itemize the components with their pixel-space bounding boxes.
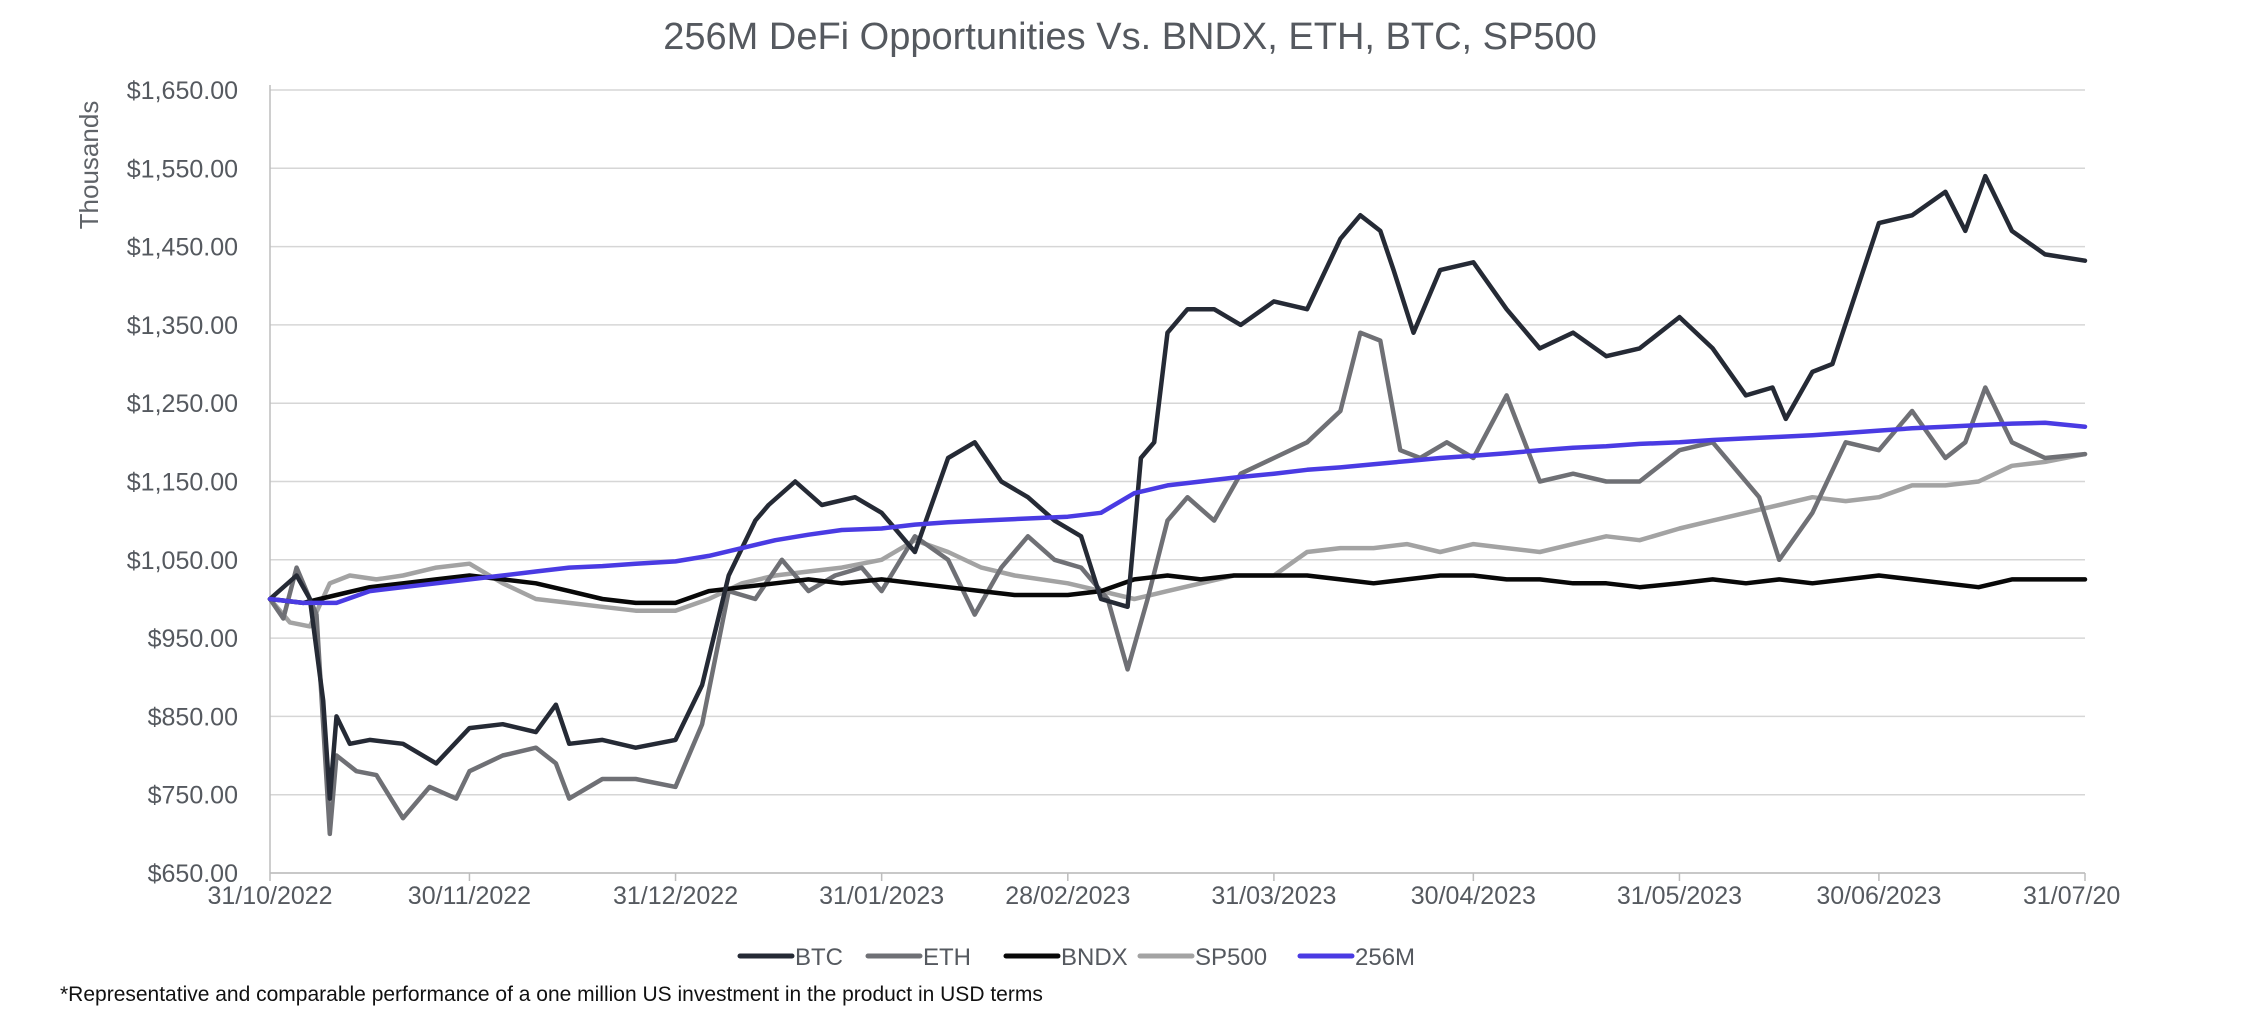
x-tick-label: 30/11/2022 [408,882,531,910]
legend: BTC ETH BNDX SP500 256M [737,944,1415,971]
x-tick-label: 30/06/2023 [1816,882,1941,910]
series-line-eth [267,330,2088,837]
legend-label-eth: ETH [923,944,971,971]
y-tick-label: $1,450.00 [127,234,238,262]
series-line-btc [267,173,2088,801]
legend-label-bndx: BNDX [1061,944,1128,971]
y-tick-label: $850.00 [148,703,238,731]
x-tick-label: 31/10/2022 [207,882,332,910]
y-tick-label: $1,650.00 [127,77,238,105]
x-tick-label: 31/05/2023 [1617,882,1742,910]
y-tick-label: $1,050.00 [127,547,238,575]
series-line-bndx [267,573,2088,606]
series-line-256m [267,420,2088,606]
y-axis-ticks: $1,650.00 $1,550.00 $1,450.00 $1,350.00 $1,2… [127,77,238,888]
x-tick-label: 28/02/2023 [1005,882,1130,910]
x-tick-label: 31/03/2023 [1211,882,1336,910]
legend-label-256m: 256M [1355,944,1415,971]
y-tick-label: $750.00 [148,782,238,810]
x-axis: 31/10/2022 30/11/2022 31/12/2022 31/01/2023… [207,85,2120,910]
series-lines [267,173,2088,837]
gridlines [270,89,2085,874]
x-tick-label: 30/04/2023 [1411,882,1536,910]
y-tick-label: $1,550.00 [127,155,238,183]
y-tick-label: $1,250.00 [127,390,238,418]
x-tick-label: 31/07/20 [2023,882,2120,910]
chart-title: 256M DeFi Opportunities Vs. BNDX, ETH, B… [663,16,1596,58]
y-tick-label: $650.00 [148,860,238,888]
footnote: *Representative and comparable performan… [60,983,1043,1006]
x-tick-label: 31/12/2022 [613,882,738,910]
legend-label-btc: BTC [795,944,843,971]
y-tick-label: $1,150.00 [127,469,238,497]
y-tick-label: $950.00 [148,625,238,653]
y-tick-label: $1,350.00 [127,312,238,340]
x-tick-label: 31/01/2023 [819,882,944,910]
legend-label-sp500: SP500 [1195,944,1267,971]
y-axis-label: Thousands [74,101,104,230]
series-line-sp500 [267,451,2088,629]
